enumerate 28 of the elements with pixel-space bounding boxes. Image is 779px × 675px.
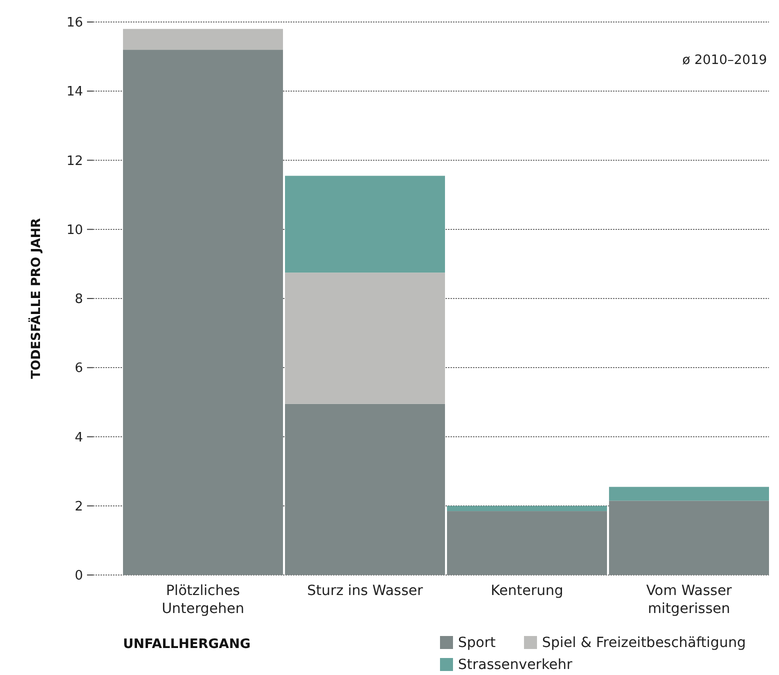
bar [447,511,607,575]
bar [285,404,445,575]
y-tick-label: 14 [66,84,83,100]
y-tick-label: 12 [66,154,83,169]
y-axis-title: TODESFÄLLE PRO JAHR [28,218,43,379]
legend-label: Sport [458,635,496,651]
bar [123,50,283,575]
bar [285,272,445,404]
bar [285,176,445,273]
bar [447,506,607,512]
y-tick-label: 10 [66,222,83,238]
bar [609,500,769,575]
y-tick-label: 0 [74,568,83,584]
x-axis-title: UNFALLHERGANG [123,637,251,652]
bar [123,28,283,50]
annotation: ø 2010–2019 [682,53,767,68]
x-tick-label: Kenterung [490,583,564,599]
y-tick-label: 8 [74,292,83,308]
y-tick-label: 2 [74,499,83,514]
x-tick-label: Sturz ins Wasser [307,583,424,599]
legend-label: Strassenverkehr [458,657,573,673]
y-tick-label: 4 [74,430,83,446]
legend-label: Spiel & Freizeitbeschäftigung [542,635,746,651]
y-tick-label: 6 [74,361,83,376]
x-tick-label: Plötzliches Untergehen [162,583,244,617]
x-tick-label: Vom Wasser mitgerissen [646,583,732,617]
y-tick-label: 16 [66,16,83,31]
bar [609,486,769,501]
